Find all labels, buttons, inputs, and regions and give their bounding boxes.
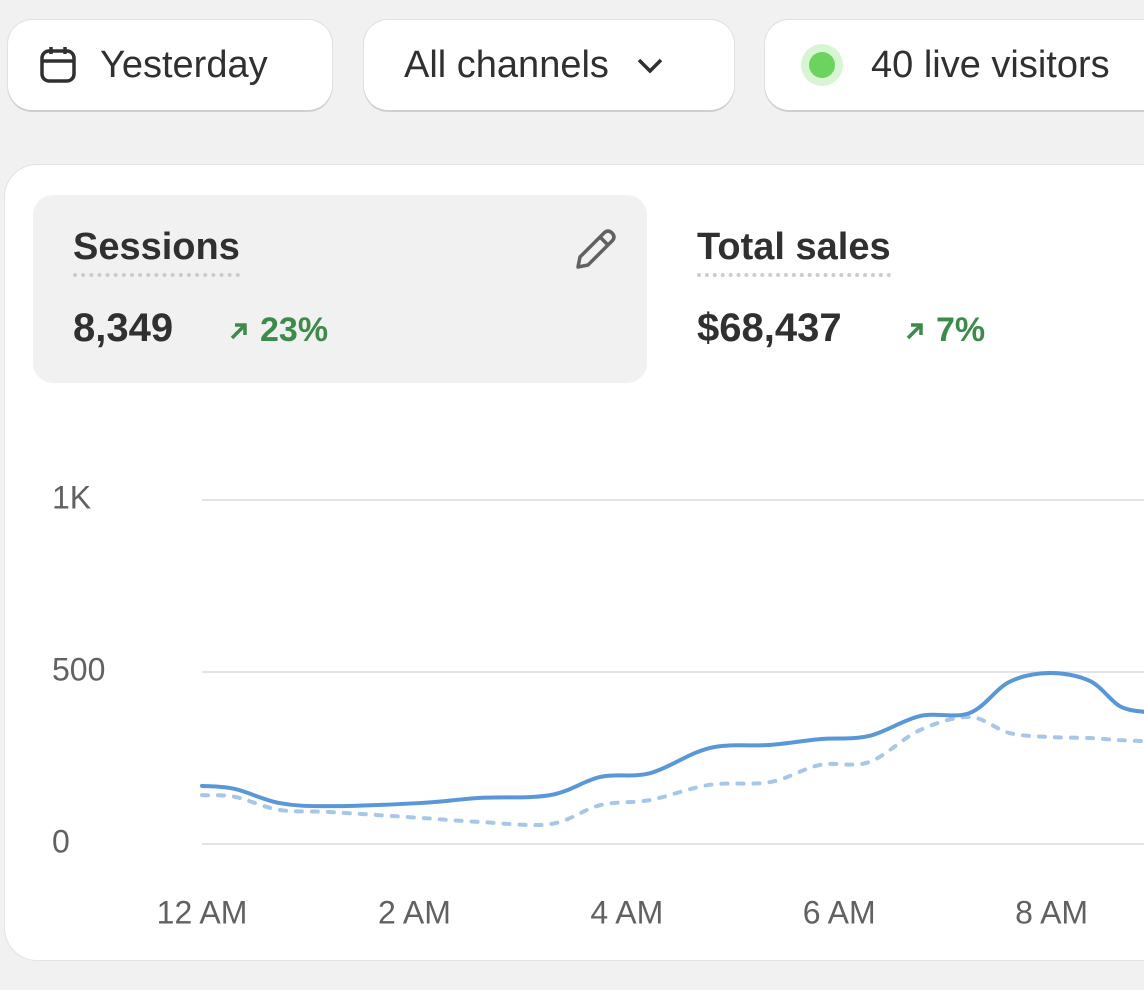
- change-text: 23%: [260, 311, 329, 349]
- channel-button[interactable]: All channels: [364, 20, 734, 110]
- live-visitors-button[interactable]: 40 live visitors: [765, 20, 1144, 110]
- up-arrow: [230, 322, 247, 339]
- metric-value: 8,349: [73, 306, 174, 350]
- sessions-line: [200, 671, 1144, 809]
- y-tick-label: 500: [52, 651, 105, 687]
- x-tick-label: 2 AM: [378, 894, 451, 930]
- comparison-line: [200, 715, 1144, 828]
- metric-value: $68,437: [697, 306, 842, 350]
- edit-icon[interactable]: [570, 225, 620, 275]
- metric-change: 23%: [226, 311, 328, 350]
- y-tick-label: 0: [52, 823, 70, 859]
- x-tick-label: 8 AM: [1015, 894, 1088, 930]
- x-tick-label: 12 AM: [157, 894, 248, 930]
- button-label: Yesterday: [100, 43, 268, 86]
- date-button[interactable]: Yesterday: [8, 20, 332, 110]
- metric-label[interactable]: Sessions: [73, 226, 240, 277]
- button-label: All channels: [404, 43, 609, 86]
- calendar-icon: [40, 47, 76, 83]
- live-dot: [801, 44, 843, 86]
- x-tick-label: 6 AM: [803, 894, 876, 930]
- metric-change: 7%: [902, 311, 985, 350]
- change-text: 7%: [936, 311, 986, 349]
- metric-tile-selected[interactable]: [33, 195, 647, 383]
- up-arrow: [906, 322, 923, 339]
- chevron-icon: [637, 58, 663, 74]
- metric-label[interactable]: Total sales: [697, 226, 891, 277]
- x-tick-label: 4 AM: [590, 894, 663, 930]
- y-tick-label: 1K: [52, 479, 91, 515]
- button-label: 40 live visitors: [871, 43, 1110, 86]
